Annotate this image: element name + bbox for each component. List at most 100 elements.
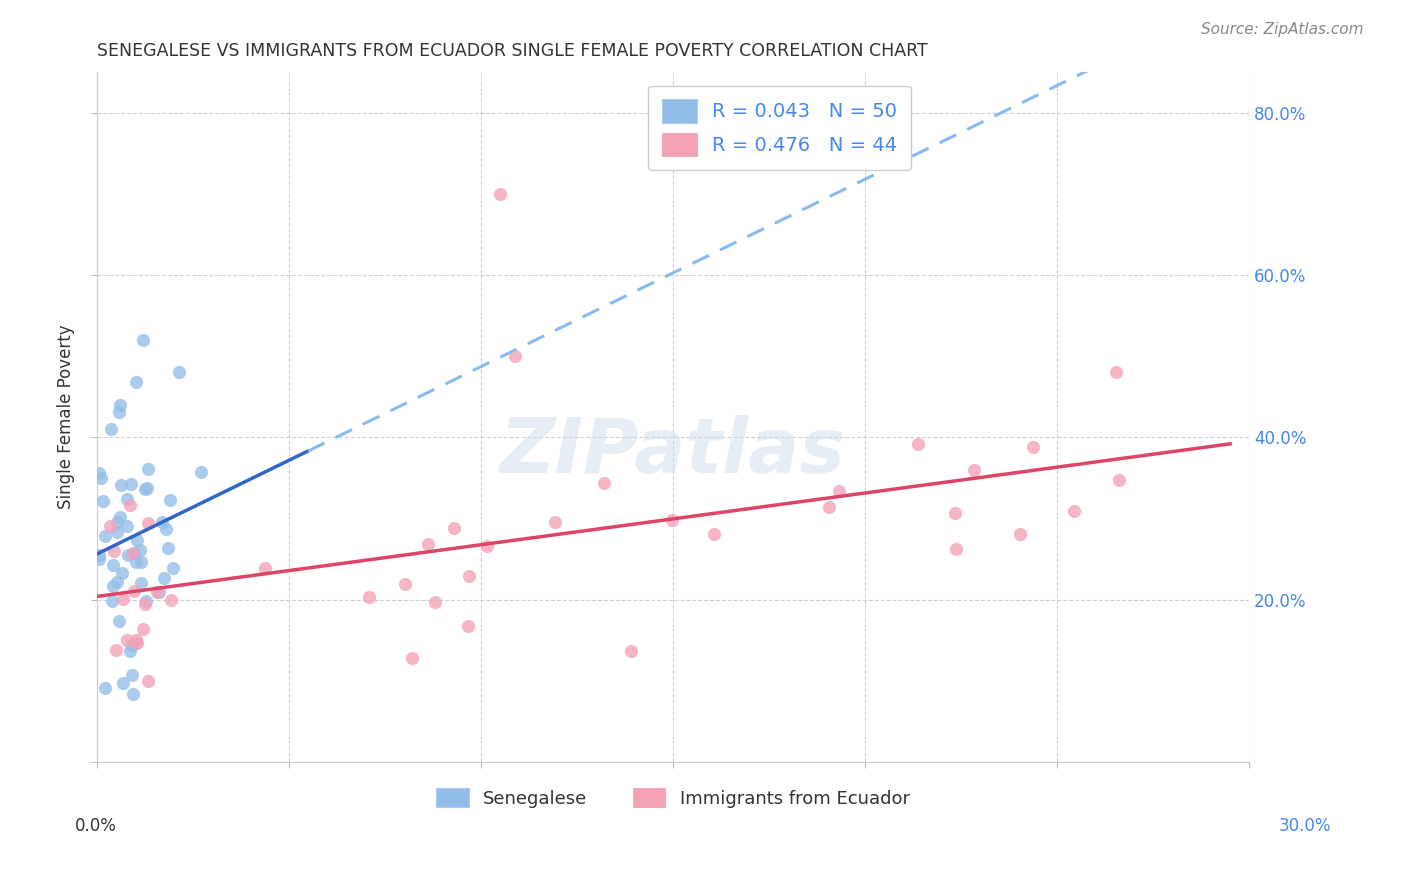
Point <box>124 555 146 569</box>
Point <box>129 575 152 590</box>
Point <box>108 509 131 524</box>
Point <box>122 584 145 599</box>
Text: Source: ZipAtlas.com: Source: ZipAtlas.com <box>1201 22 1364 37</box>
Point <box>423 595 446 609</box>
Point <box>110 478 132 492</box>
Point <box>1008 527 1031 541</box>
Point <box>150 516 173 530</box>
Point <box>108 405 131 419</box>
Point <box>489 187 512 202</box>
Point <box>89 552 111 566</box>
Point <box>136 462 159 476</box>
Point <box>153 571 176 585</box>
Point <box>115 491 138 506</box>
Point <box>1105 365 1128 379</box>
Point <box>148 585 170 599</box>
Point <box>543 516 565 530</box>
Point <box>1108 473 1130 487</box>
Point <box>963 462 986 476</box>
Point <box>156 541 179 555</box>
Point <box>907 436 929 450</box>
Point <box>111 566 134 581</box>
Point <box>159 592 181 607</box>
Point <box>91 494 114 508</box>
Point <box>475 539 498 553</box>
Point <box>124 545 146 559</box>
Point <box>125 636 148 650</box>
Point <box>94 681 117 695</box>
Point <box>105 574 128 589</box>
Point <box>94 529 117 543</box>
Text: ZIPatlas: ZIPatlas <box>501 415 846 489</box>
Point <box>129 555 152 569</box>
Point <box>162 561 184 575</box>
Point <box>98 519 121 533</box>
Point <box>104 643 127 657</box>
Point <box>155 522 177 536</box>
Point <box>159 493 181 508</box>
Legend: Senegalese, Immigrants from Ecuador: Senegalese, Immigrants from Ecuador <box>429 781 917 814</box>
Point <box>190 465 212 479</box>
Point <box>592 476 614 491</box>
Point <box>124 375 146 389</box>
Point <box>105 524 128 539</box>
Point <box>620 644 643 658</box>
Point <box>125 533 148 548</box>
Point <box>120 477 142 491</box>
Text: 0.0%: 0.0% <box>75 817 117 835</box>
Point <box>167 365 190 379</box>
Text: SENEGALESE VS IMMIGRANTS FROM ECUADOR SINGLE FEMALE POVERTY CORRELATION CHART: SENEGALESE VS IMMIGRANTS FROM ECUADOR SI… <box>97 42 928 60</box>
Point <box>100 422 122 436</box>
Point <box>661 513 683 527</box>
Point <box>359 590 381 604</box>
Point <box>1063 504 1085 518</box>
Point <box>134 482 156 496</box>
Point <box>90 471 112 485</box>
Point <box>136 673 159 688</box>
Point <box>135 593 157 607</box>
Point <box>120 498 142 512</box>
Point <box>443 521 465 535</box>
Point <box>146 585 169 599</box>
Point <box>87 466 110 480</box>
Point <box>112 592 135 607</box>
Point <box>125 633 148 648</box>
Point <box>121 668 143 682</box>
Point <box>111 676 134 690</box>
Point <box>134 597 156 611</box>
Point <box>105 515 128 529</box>
Point <box>828 484 851 499</box>
Point <box>120 644 142 658</box>
Point <box>115 633 138 648</box>
Point <box>122 546 145 560</box>
Point <box>108 614 131 628</box>
Point <box>943 506 966 520</box>
Point <box>87 548 110 562</box>
Point <box>253 561 276 575</box>
Point <box>457 569 479 583</box>
Point <box>394 577 416 591</box>
Point <box>103 579 125 593</box>
Point <box>818 500 841 514</box>
Point <box>401 651 423 665</box>
Point <box>418 536 440 550</box>
Point <box>505 349 527 363</box>
Point <box>121 638 143 652</box>
Point <box>101 558 124 572</box>
Point <box>117 549 139 563</box>
Y-axis label: Single Female Poverty: Single Female Poverty <box>58 325 75 509</box>
Point <box>135 481 157 495</box>
Point <box>457 619 479 633</box>
Text: 30.0%: 30.0% <box>1278 817 1331 835</box>
Point <box>136 516 159 531</box>
Point <box>115 518 138 533</box>
Point <box>945 541 967 556</box>
Point <box>131 622 153 636</box>
Point <box>1022 440 1045 454</box>
Point <box>703 527 725 541</box>
Point <box>122 687 145 701</box>
Point <box>132 333 155 347</box>
Point <box>101 594 124 608</box>
Point <box>103 544 125 558</box>
Point <box>128 542 150 557</box>
